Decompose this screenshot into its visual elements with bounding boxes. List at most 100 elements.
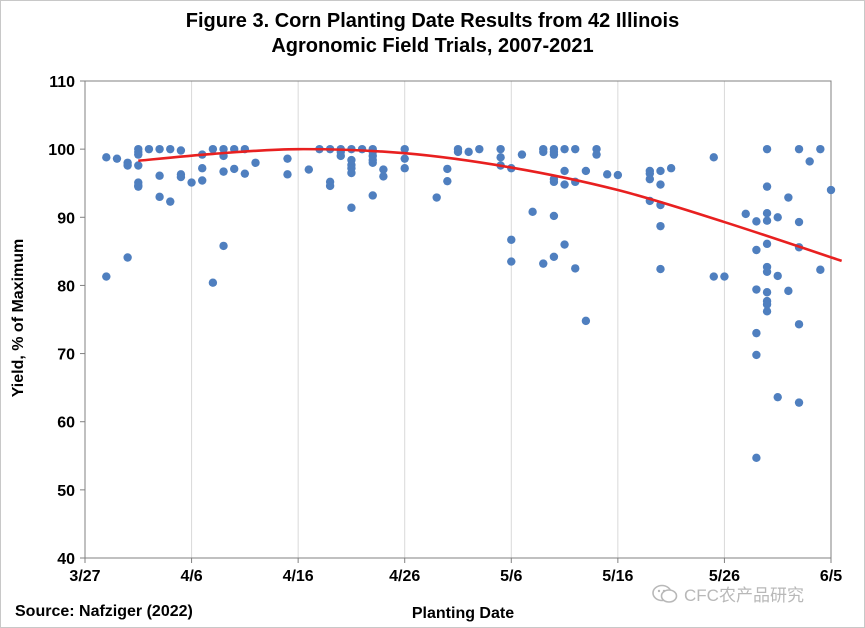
data-point [795,398,803,406]
data-point [209,279,217,287]
data-point [816,145,824,153]
data-point [113,154,121,162]
y-tick-label: 60 [57,415,75,432]
data-point [550,150,558,158]
data-point [795,145,803,153]
y-tick-label: 90 [57,210,75,227]
data-point [209,145,217,153]
data-point [507,236,515,244]
data-point [454,148,462,156]
data-point [518,150,526,158]
data-point [752,285,760,293]
data-point [134,182,142,190]
data-point [283,170,291,178]
data-point [102,272,110,280]
data-point [710,153,718,161]
data-point [752,217,760,225]
chart-frame: Figure 3. Corn Planting Date Results fro… [0,0,865,628]
x-tick-label: 4/6 [180,568,202,585]
data-point [528,208,536,216]
data-point [432,193,440,201]
data-point [667,164,675,172]
data-point [752,329,760,337]
x-tick-label: 4/26 [389,568,420,585]
watermark-text: CFC农产品研究 [684,581,804,606]
data-point [603,170,611,178]
data-point [582,317,590,325]
data-point [187,178,195,186]
data-point [763,209,771,217]
data-point [177,146,185,154]
data-point [305,165,313,173]
y-tick-label: 70 [57,347,75,364]
data-point [763,288,771,296]
data-point [571,264,579,272]
data-point [774,272,782,280]
y-tick-label: 100 [48,142,75,159]
data-point [550,253,558,261]
x-tick-label: 5/16 [602,568,633,585]
data-point [134,150,142,158]
data-point [592,150,600,158]
data-point [550,178,558,186]
data-point [155,193,163,201]
data-point [795,218,803,226]
data-point [656,222,664,230]
data-point [102,153,110,161]
data-point [646,175,654,183]
data-point [763,145,771,153]
data-point [230,165,238,173]
data-point [560,180,568,188]
x-tick-label: 3/27 [69,568,100,585]
data-point [134,161,142,169]
data-point [347,204,355,212]
x-axis-title: Planting Date [412,605,514,622]
data-point [401,154,409,162]
data-point [763,307,771,315]
data-point [763,216,771,224]
x-tick-label: 4/16 [283,568,314,585]
data-point [507,257,515,265]
data-point [145,145,153,153]
data-point [784,193,792,201]
data-point [752,246,760,254]
data-point [283,154,291,162]
x-tick-label: 6/5 [820,568,842,585]
data-point [656,167,664,175]
data-point [656,180,664,188]
data-point [464,148,472,156]
data-point [560,145,568,153]
source-note: Source: Nafziger (2022) [15,603,193,621]
y-tick-label: 80 [57,278,75,295]
data-point [539,148,547,156]
data-point [539,259,547,267]
data-point [123,161,131,169]
data-point [475,145,483,153]
data-point [560,240,568,248]
data-point [369,159,377,167]
data-point [443,177,451,185]
data-point [379,172,387,180]
data-point [337,152,345,160]
data-point [795,320,803,328]
data-point [166,145,174,153]
y-tick-label: 110 [49,74,75,91]
y-tick-label: 40 [57,551,75,568]
data-point [560,167,568,175]
data-point [401,164,409,172]
data-point [816,266,824,274]
scatter-chart: 3/27 4/6 4/16 4/26 5/6 5/16 5/26 6/540506070809… [1,1,864,627]
data-point [742,210,750,218]
data-point [155,145,163,153]
data-points [102,145,835,462]
data-point [571,145,579,153]
data-point [763,182,771,190]
data-point [805,157,813,165]
data-point [496,145,504,153]
data-point [774,213,782,221]
data-point [710,272,718,280]
data-point [443,165,451,173]
x-tick-label: 5/6 [500,568,522,585]
data-point [496,153,504,161]
data-point [326,182,334,190]
